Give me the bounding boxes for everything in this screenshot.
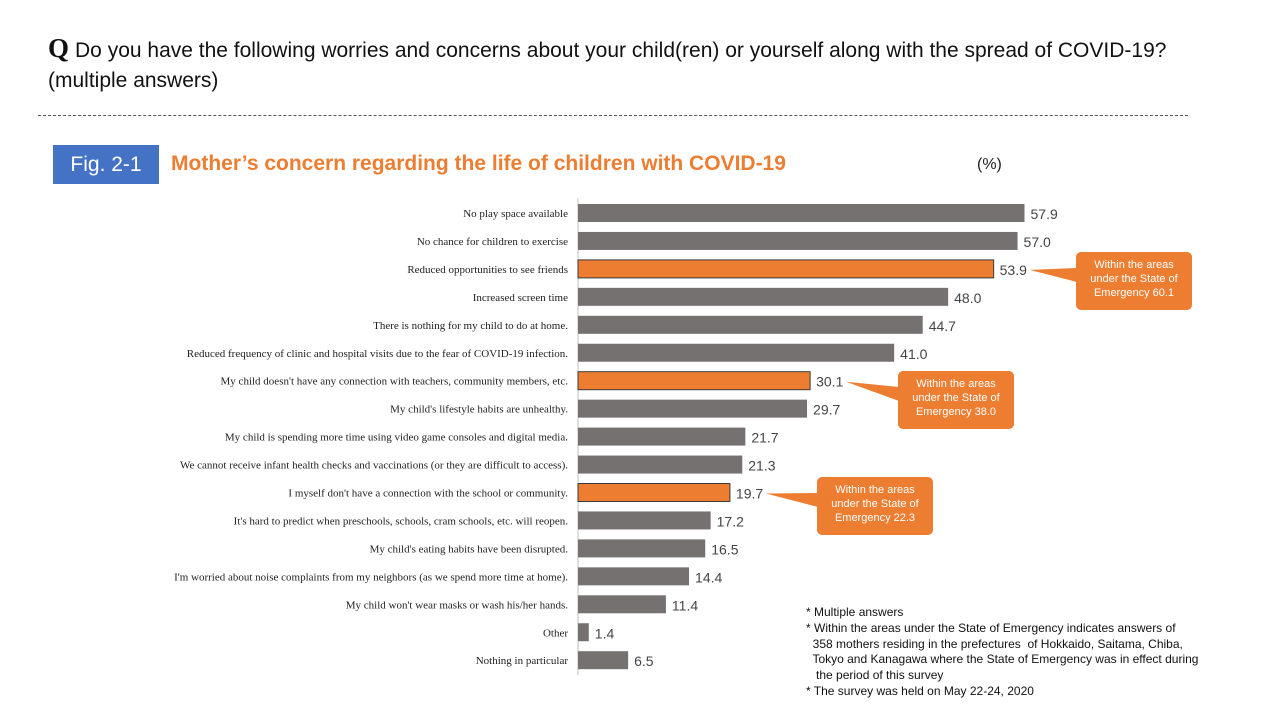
bar <box>578 455 743 474</box>
bar <box>578 567 690 586</box>
bar-highlighted <box>577 371 811 391</box>
value-label: 11.4 <box>672 597 698 613</box>
callout-text: Emergency 38.0 <box>915 406 997 418</box>
category-label: Increased screen time <box>473 292 568 304</box>
category-label: My child is spending more time using vid… <box>225 432 568 444</box>
callout-pointer <box>1029 268 1077 282</box>
category-label: My child doesn't have any connection wit… <box>221 376 569 388</box>
figure-badge: Fig. 2-1 <box>53 145 159 184</box>
callout-text: under the State of <box>831 498 919 510</box>
category-label: Reduced opportunities to see friends <box>407 264 568 276</box>
category-label: There is nothing for my child to do at h… <box>373 320 568 332</box>
callout-text: Emergency 22.3 <box>834 512 916 524</box>
category-label: My child's lifestyle habits are unhealth… <box>390 404 568 416</box>
bar <box>578 315 923 334</box>
bar <box>578 595 666 614</box>
value-label: 16.5 <box>711 541 738 557</box>
bar-highlighted <box>577 483 731 502</box>
value-label: 44.7 <box>929 318 956 334</box>
footnotes: * Multiple answers * Within the areas un… <box>806 605 1266 700</box>
value-label: 14.4 <box>695 569 722 585</box>
footnote-line: * Within the areas under the State of Em… <box>806 620 1176 635</box>
bar <box>578 399 808 418</box>
bar <box>578 204 1025 222</box>
category-label: No chance for children to exercise <box>417 236 568 248</box>
category-label: My child won't wear masks or wash his/he… <box>346 599 569 611</box>
value-label: 30.1 <box>816 374 843 390</box>
category-label: Other <box>543 627 568 639</box>
value-label: 48.0 <box>954 290 981 306</box>
value-label: 29.7 <box>813 402 840 418</box>
value-label: 53.9 <box>1000 262 1027 278</box>
state-of-emergency-callout: Within the areas under the State of Emerge… <box>1076 252 1192 310</box>
figure-title: Mother’s concern regarding the life of c… <box>171 152 786 175</box>
bar <box>578 651 629 670</box>
category-label: My child's eating habits have been disru… <box>370 543 569 555</box>
bar <box>578 343 895 362</box>
state-of-emergency-callout: Within the areas under the State of Emerge… <box>817 477 933 535</box>
footnote-line: 358 mothers residing in the prefectures … <box>806 636 1183 651</box>
state-of-emergency-callout: Within the areas under the State of Emerge… <box>898 371 1014 429</box>
footnote-line: the period of this survey <box>806 668 944 683</box>
dashed-divider <box>38 115 1188 116</box>
bar <box>578 287 949 306</box>
bar <box>578 511 711 530</box>
callout-text: under the State of <box>912 392 1000 404</box>
unit-label: (%) <box>977 156 1002 173</box>
bar <box>578 623 589 642</box>
category-label: Reduced frequency of clinic and hospital… <box>187 348 568 360</box>
category-label: No play space available <box>463 208 568 220</box>
category-label: We cannot receive infant health checks a… <box>180 460 568 472</box>
value-label: 41.0 <box>900 346 927 362</box>
category-label: It's hard to predict when preschools, sc… <box>234 515 569 527</box>
category-label: Nothing in particular <box>476 655 569 667</box>
value-label: 57.9 <box>1031 206 1058 222</box>
bar <box>578 231 1018 250</box>
value-label: 57.0 <box>1024 234 1051 250</box>
bar <box>578 427 746 446</box>
category-label: I'm worried about noise complaints from … <box>174 571 568 583</box>
bar-highlighted <box>577 259 995 279</box>
callout-text: Emergency 60.1 <box>1093 287 1175 299</box>
callout-pointer <box>765 493 818 507</box>
value-label: 21.3 <box>748 458 775 474</box>
question-text: Do you have the following worries and co… <box>48 39 1167 92</box>
value-label: 6.5 <box>634 653 654 669</box>
callout-text: under the State of <box>1090 273 1178 285</box>
footnote-line: * The survey was held on May 22-24, 2020 <box>806 683 1034 698</box>
question: Q Do you have the following worries and c… <box>48 33 1228 96</box>
callout-text: Within the areas <box>916 378 996 390</box>
footnote-line: * Multiple answers <box>806 605 904 619</box>
footnote-line: Tokyo and Kanagawa where the State of Em… <box>806 652 1199 667</box>
callout-text: Within the areas <box>835 484 915 496</box>
callout-pointer <box>846 381 899 401</box>
callout-text: Within the areas <box>1094 259 1174 271</box>
value-label: 1.4 <box>595 625 615 641</box>
value-label: 19.7 <box>736 486 763 502</box>
question-mark: Q <box>48 33 70 63</box>
value-label: 21.7 <box>751 430 778 446</box>
category-label: I myself don't have a connection with th… <box>288 488 568 500</box>
bar <box>578 539 706 558</box>
value-label: 17.2 <box>717 513 744 529</box>
